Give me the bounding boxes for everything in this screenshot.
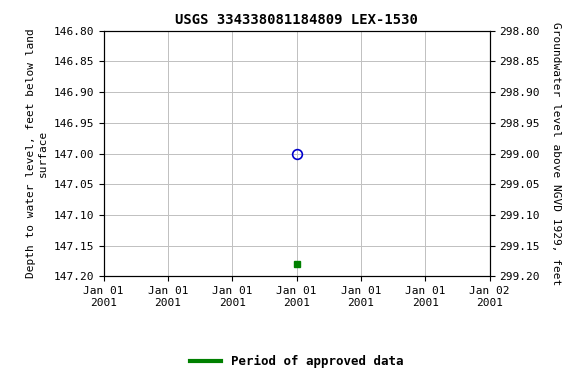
Legend: Period of approved data: Period of approved data [185,350,408,374]
Y-axis label: Depth to water level, feet below land
surface: Depth to water level, feet below land su… [26,29,48,278]
Title: USGS 334338081184809 LEX-1530: USGS 334338081184809 LEX-1530 [175,13,418,27]
Y-axis label: Groundwater level above NGVD 1929, feet: Groundwater level above NGVD 1929, feet [551,22,561,285]
